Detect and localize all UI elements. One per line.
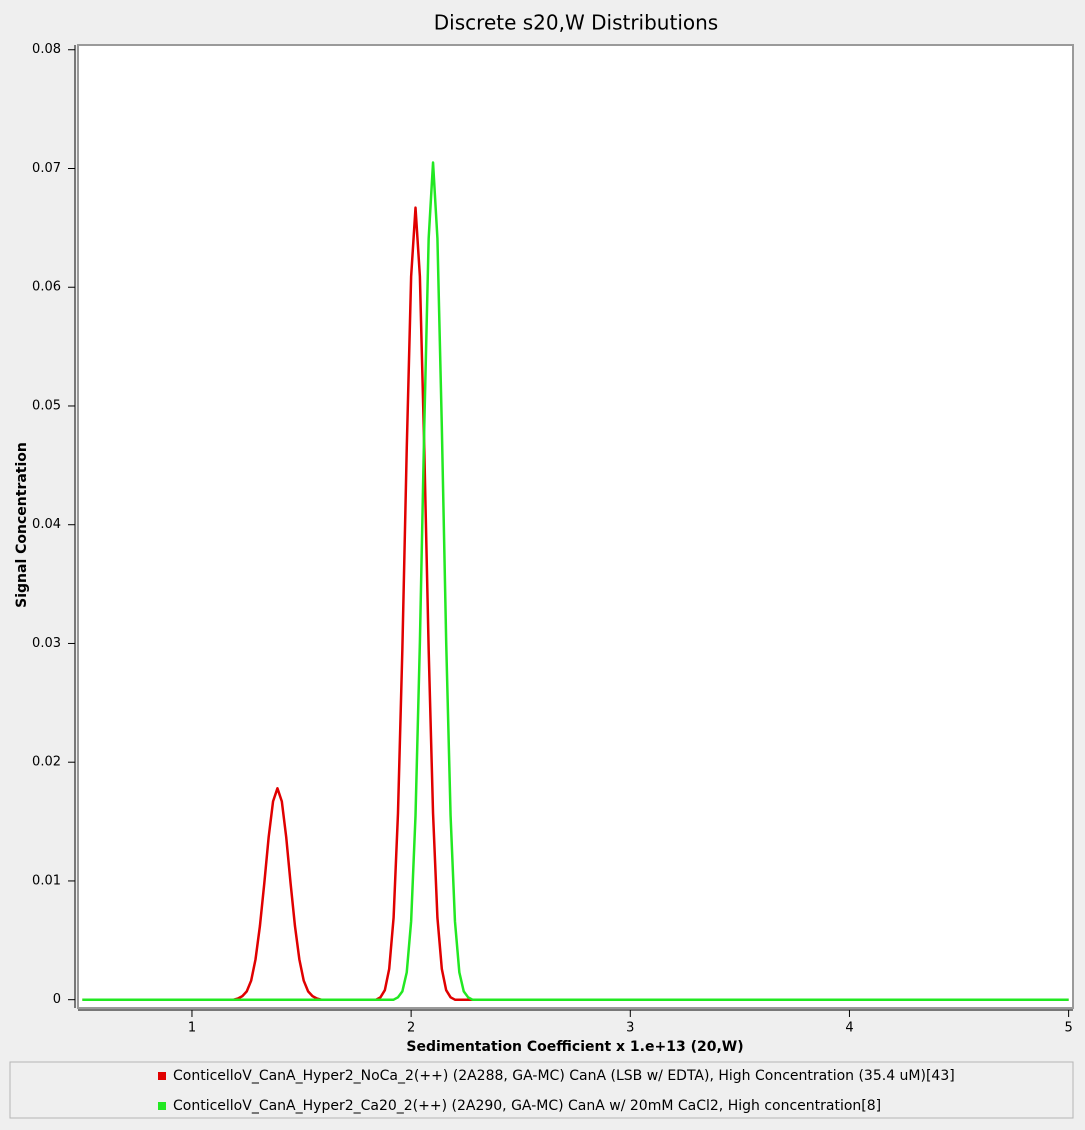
legend-label: ConticelloV_CanA_Hyper2_Ca20_2(++) (2A29… [173,1098,881,1114]
y-tick-label: 0.08 [32,42,61,57]
y-axis-label: Signal Concentration [14,442,30,608]
legend [9,1061,1074,1119]
y-tick-label: 0.01 [32,873,61,888]
y-tick-label: 0.05 [32,398,61,413]
x-tick-label: 3 [626,1021,634,1036]
plot-area [77,44,1074,1009]
y-tick-label: 0.06 [32,280,61,295]
legend-label: ConticelloV_CanA_Hyper2_NoCa_2(++) (2A28… [173,1068,955,1084]
legend-swatch [158,1102,166,1110]
x-tick-label: 5 [1064,1021,1072,1036]
x-tick-label: 4 [845,1021,853,1036]
series-line [82,161,1069,1001]
y-tick-label: 0.02 [32,755,61,770]
x-axis-label: Sedimentation Coefficient x 1.e+13 (20,W… [406,1039,743,1055]
chart-title: Discrete s20,W Distributions [434,11,718,35]
x-tick-label: 2 [407,1021,415,1036]
y-tick-label: 0.03 [32,636,61,651]
y-tick-label: 0.07 [32,161,61,176]
legend-swatch [158,1072,166,1080]
series-line [82,206,1069,1001]
y-tick-label: 0 [53,992,61,1007]
y-tick-label: 0.04 [32,517,61,532]
x-tick-label: 1 [188,1021,196,1036]
